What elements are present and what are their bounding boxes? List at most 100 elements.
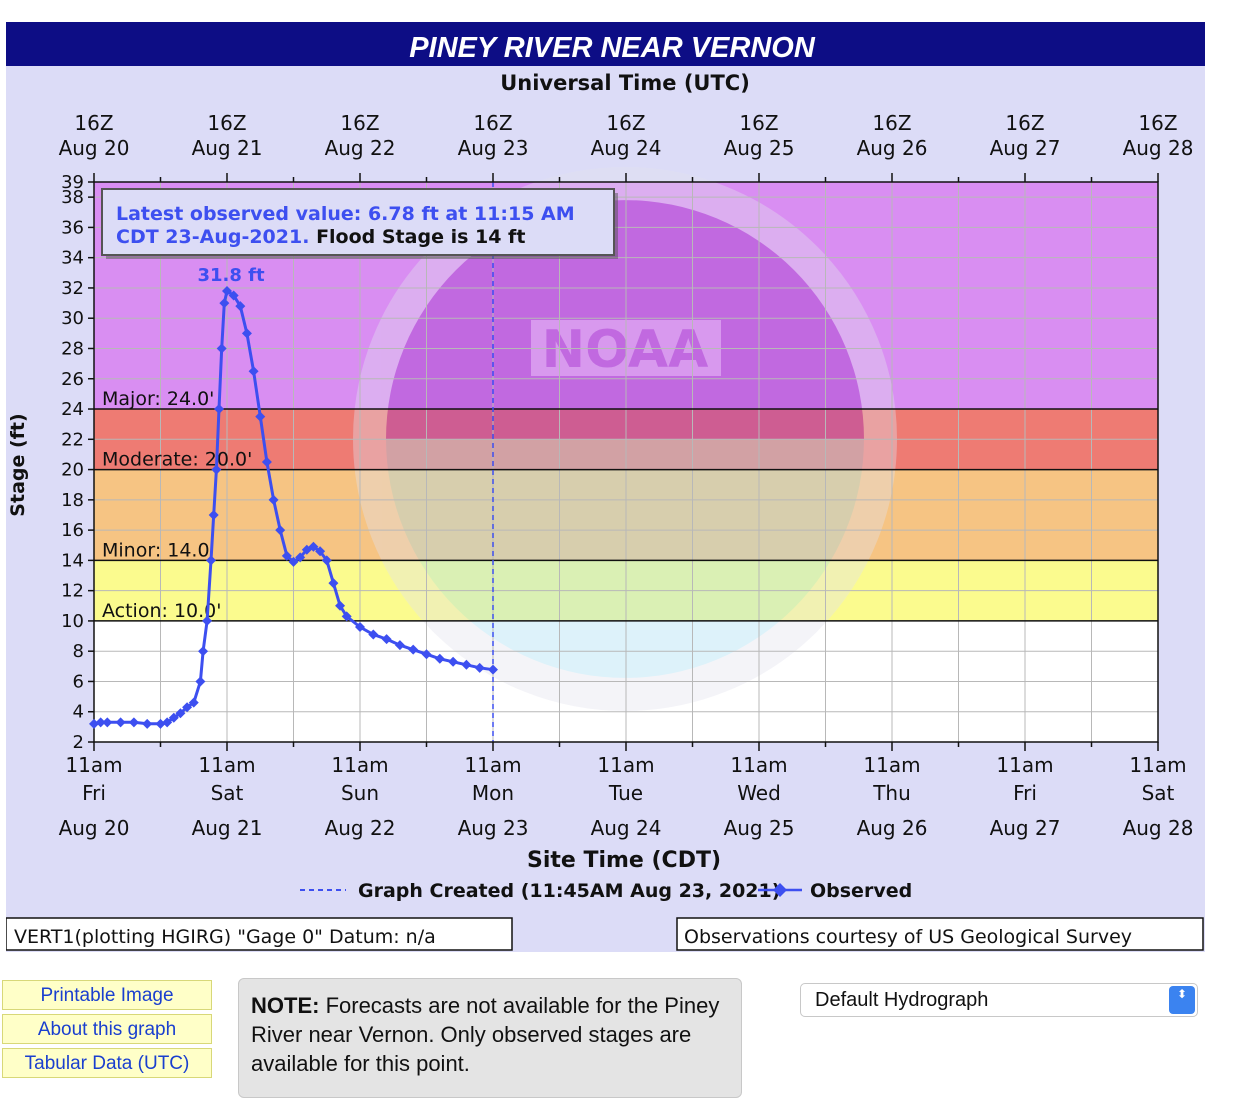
observed-point [281,550,292,561]
observed-point [222,285,232,296]
bottom-tick-day: Sat [1142,781,1175,805]
bottom-tick-date: Aug 28 [1123,816,1194,840]
bottom-tick-day: Fri [82,781,106,805]
observed-point [202,615,213,626]
footer-datum-text: VERT1(plotting HGIRG) "Gage 0" Datum: n/… [14,926,436,948]
top-tick-date: Aug 25 [724,136,795,160]
bottom-tick-time: 11am [597,753,654,777]
observed-point [155,718,166,729]
top-axis-title: Universal Time (UTC) [500,71,750,95]
observed-point [268,494,279,505]
bottom-tick-date: Aug 27 [990,816,1061,840]
bottom-tick-time: 11am [65,753,122,777]
bottom-tick-day: Wed [737,781,781,805]
observed-point [195,676,206,687]
observed-point [168,712,179,723]
bottom-tick-time: 11am [331,753,388,777]
bottom-tick-day: Mon [472,781,514,805]
observed-point [394,640,405,651]
top-tick-time: 16Z [872,111,911,135]
flood-category-label: Major: 24.0' [102,388,214,410]
y-tick-label: 36 [61,217,84,238]
bottom-tick-time: 11am [464,753,521,777]
y-axis-title: Stage (ft) [7,413,29,516]
observed-point [241,328,252,339]
observed-point [408,644,419,655]
observed-point [448,656,459,667]
observed-point [95,717,106,728]
observed-point [315,546,326,557]
note-text: Forecasts are not available for the Pine… [251,993,720,1076]
bottom-tick-time: 11am [1129,753,1186,777]
latest-value-box: Latest observed value: 6.78 ft at 11:15 … [101,188,618,259]
observed-point [308,541,319,552]
top-tick-date: Aug 26 [857,136,928,160]
observed-point [355,621,365,632]
printable-image-link[interactable]: Printable Image [2,980,212,1010]
observed-point [175,708,186,719]
bottom-tick-date: Aug 25 [724,816,795,840]
observed-point [488,664,498,675]
top-tick-date: Aug 28 [1123,136,1194,160]
bottom-axis-title: Site Time (CDT) [527,848,721,873]
top-tick-date: Aug 20 [59,136,130,160]
y-tick-label: 20 [61,460,84,481]
top-tick-time: 16Z [74,111,113,135]
y-tick-label: 39 [61,172,84,193]
forecast-note: NOTE: Forecasts are not available for th… [238,978,742,1098]
top-tick-date: Aug 27 [990,136,1061,160]
peak-label: 31.8 ft [197,265,265,286]
bottom-tick-day: Sat [211,781,244,805]
y-tick-label: 34 [61,248,84,269]
select-value: Default Hydrograph [815,989,989,1011]
observed-point [162,717,173,728]
bottom-tick-date: Aug 21 [192,816,263,840]
y-tick-label: 16 [61,520,84,541]
y-tick-label: 30 [61,308,84,329]
bottom-tick-time: 11am [730,753,787,777]
observed-point [261,457,272,467]
top-tick-time: 16Z [207,111,246,135]
observed-point [188,697,199,708]
y-tick-label: 4 [73,702,84,723]
observed-point [335,600,346,611]
observed-point [219,298,230,309]
observed-point [102,717,113,728]
about-graph-link[interactable]: About this graph [2,1014,212,1044]
observed-point [89,718,99,729]
y-tick-label: 8 [73,641,84,662]
top-tick-time: 16Z [1005,111,1044,135]
flood-category-label: Moderate: 20.0' [102,449,252,471]
info-box-flood-stage: Flood Stage is 14 ft [316,226,525,248]
y-tick-label: 6 [73,671,84,692]
observed-point [248,366,259,377]
observed-point [288,556,299,567]
hydrograph-type-select[interactable]: Default Hydrograph ⬍ [800,983,1198,1017]
bottom-tick-date: Aug 22 [325,816,396,840]
observed-point [474,662,485,673]
y-tick-label: 10 [61,611,84,632]
top-tick-time: 16Z [473,111,512,135]
bottom-tick-date: Aug 23 [458,816,529,840]
top-tick-date: Aug 22 [325,136,396,160]
legend-observed: Observed [810,880,912,902]
tabular-data-link[interactable]: Tabular Data (UTC) [2,1048,212,1078]
flood-category-label: Action: 10.0' [102,600,221,622]
observed-point [198,646,209,657]
y-tick-label: 18 [61,490,84,511]
observed-point [115,717,126,728]
bottom-tick-date: Aug 24 [591,816,662,840]
y-tick-label: 12 [61,581,84,602]
chart-title: PINEY RIVER NEAR VERNON [409,32,816,64]
watermark-logo-text: NOAA [542,320,709,380]
bottom-tick-day: Thu [872,781,911,805]
flood-category-label: Minor: 14.0' [102,539,215,561]
y-tick-label: 2 [73,732,84,753]
observed-point [235,301,246,312]
observed-point [381,634,392,645]
select-arrows-icon: ⬍ [1169,986,1195,1014]
observed-point [341,611,352,622]
observed-point [255,411,266,422]
top-tick-date: Aug 23 [458,136,529,160]
side-links: Printable Image About this graph Tabular… [2,980,218,1082]
